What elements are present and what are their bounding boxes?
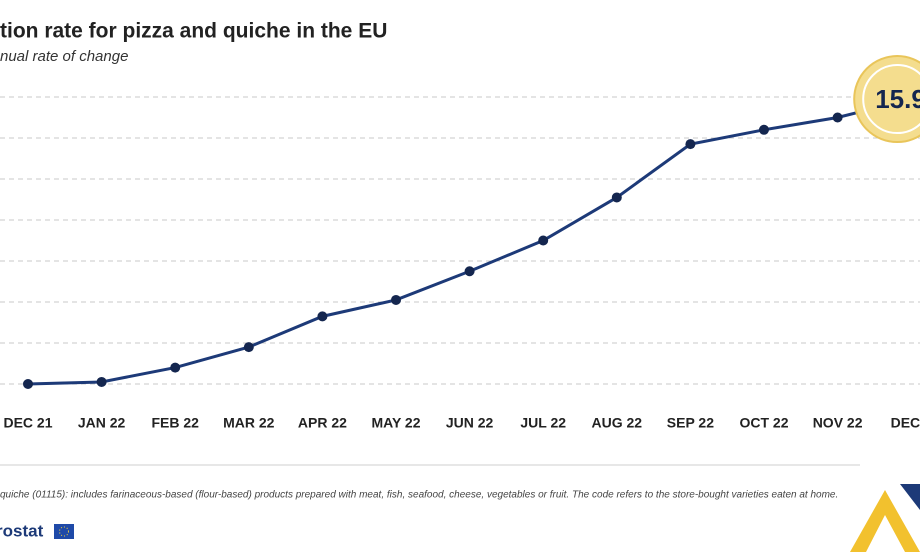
x-tick-label: AUG 22 (592, 415, 643, 431)
x-tick-label: APR 22 (298, 415, 347, 431)
decor-shape (880, 484, 920, 510)
badge-inner (862, 64, 920, 135)
chart-title: tion rate for pizza and quiche in the EU (0, 20, 387, 43)
source-logo: rostat (0, 521, 44, 540)
x-tick-label: FEB 22 (151, 415, 199, 431)
data-point (170, 362, 181, 373)
decor-chevron (850, 490, 920, 552)
x-tick-label: MAR 22 (223, 415, 275, 431)
data-point (391, 294, 401, 305)
x-tick-label: NOV 22 (813, 415, 863, 431)
data-point (317, 311, 328, 322)
data-point (243, 342, 254, 353)
eu-flag (54, 524, 74, 539)
data-point (23, 379, 33, 389)
x-tick-label: JUL 22 (520, 415, 566, 431)
data-point (611, 192, 622, 203)
x-tick-label: DEC 2 (891, 415, 920, 431)
x-tick-label: DEC 21 (3, 415, 52, 431)
data-label: 15.9 (875, 84, 920, 114)
x-tick-label: JUN 22 (446, 415, 494, 431)
data-point (759, 124, 769, 135)
chart-subtitle: nual rate of change (0, 48, 128, 65)
footnote: quiche (01115): includes farinaceous-bas… (0, 490, 838, 501)
x-tick-label: OCT 22 (739, 415, 788, 431)
eu-stars (59, 526, 69, 537)
data-point (685, 139, 696, 150)
data-point (538, 235, 549, 246)
data-point (832, 112, 843, 123)
x-tick-label: MAY 22 (371, 415, 420, 431)
data-point (96, 376, 107, 387)
x-tick-label: SEP 22 (667, 415, 714, 431)
data-point (464, 266, 475, 277)
x-tick-label: JAN 22 (78, 415, 126, 431)
